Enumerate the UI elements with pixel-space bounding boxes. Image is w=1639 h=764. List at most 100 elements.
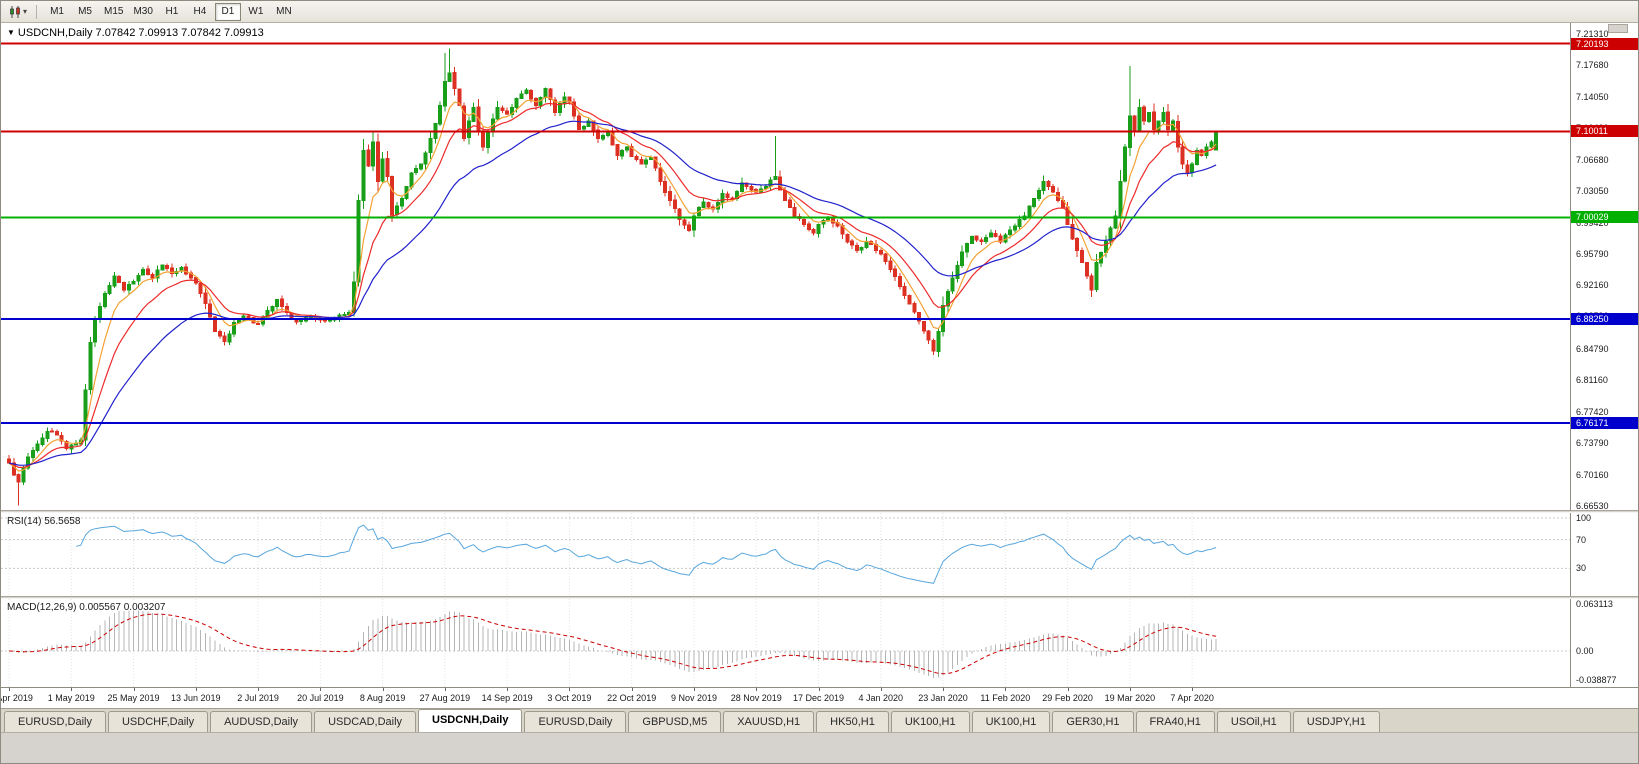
time-axis-label: 22 Oct 2019 xyxy=(607,693,657,703)
time-axis-tickmark xyxy=(444,688,446,691)
chart-type-button[interactable]: ▾ xyxy=(5,3,30,21)
time-axis-tickmark xyxy=(507,688,509,691)
price-line-label: 7.20193 xyxy=(1571,37,1638,50)
rsi-indicator-label: RSI(14) 56.5658 xyxy=(7,516,81,527)
ma-line-30 xyxy=(8,120,1217,466)
price-axis-tick: 7.17680 xyxy=(1576,60,1609,71)
chart-tab-10-uk100[interactable]: UK100,H1 xyxy=(971,711,1051,732)
time-axis-tickmark xyxy=(818,688,820,691)
timeframe-button-w1[interactable]: W1 xyxy=(248,5,264,17)
time-axis-tickmark xyxy=(943,688,945,691)
time-axis-tickmark xyxy=(569,688,571,691)
chart-tab-3-usdcad[interactable]: USDCAD,Daily xyxy=(314,711,417,732)
candlestick-chart-icon xyxy=(10,5,20,18)
chart-tab-5-eurusd[interactable]: EURUSD,Daily xyxy=(524,711,627,732)
chart-title: ▼ USDCNH,Daily 7.07842 7.09913 7.07842 7.… xyxy=(7,27,264,39)
timeframe-button-d1[interactable]: D1 xyxy=(214,2,241,21)
time-axis-tickmark xyxy=(1067,688,1069,691)
ohlc-values: 7.07842 7.09913 7.07842 7.09913 xyxy=(95,27,264,39)
timeframe-button-h1[interactable]: H1 xyxy=(165,5,179,17)
time-axis-tickmark xyxy=(631,688,633,691)
timeframe-button-m30[interactable]: M30 xyxy=(133,5,153,17)
time-axis-label: 27 Aug 2019 xyxy=(419,693,471,703)
timeframe-button-m5[interactable]: M5 xyxy=(78,5,92,17)
ma-line-13 xyxy=(8,102,1217,468)
price-axis-tick: 6.70160 xyxy=(1576,469,1609,480)
time-axis-label: 28 Nov 2019 xyxy=(730,693,782,703)
time-axis-tickmark xyxy=(133,688,135,691)
macd-indicator-label: MACD(12,26,9) 0.005567 0.003207 xyxy=(7,602,166,613)
chart-tab-6-gbpusd[interactable]: GBPUSD,M5 xyxy=(628,711,722,732)
time-axis-label: 20 Jul 2019 xyxy=(297,693,344,703)
rsi-axis-tick: 100 xyxy=(1576,513,1592,523)
time-axis-tickmark xyxy=(1192,688,1194,691)
price-axis-tick: 7.03050 xyxy=(1576,186,1609,197)
price-axis-tick: 6.66530 xyxy=(1576,501,1609,511)
main-chart-pane[interactable] xyxy=(1,23,1639,511)
time-axis-tickmark xyxy=(71,688,73,691)
chart-tab-13-usoil[interactable]: USOil,H1 xyxy=(1216,711,1291,732)
window-chrome xyxy=(1,732,1638,763)
time-axis-tickmark xyxy=(1005,688,1007,691)
price-axis-tick: 6.92160 xyxy=(1576,280,1609,291)
ma-line-6 xyxy=(8,96,1217,472)
dropdown-caret-icon: ▾ xyxy=(23,7,28,16)
chart-tab-7-xauusd[interactable]: XAUUSD,H1 xyxy=(723,711,815,732)
time-axis-label: 19 Mar 2020 xyxy=(1104,693,1156,703)
rsi-pane[interactable] xyxy=(1,513,1639,597)
price-axis-tick: 6.77420 xyxy=(1576,407,1609,418)
rsi-line xyxy=(75,524,1217,584)
price-axis-tick: 7.06680 xyxy=(1576,155,1609,166)
price-axis-tick: 7.21310 xyxy=(1576,29,1609,39)
macd-axis-tick: -0.038877 xyxy=(1576,675,1617,685)
price-line-label: 7.00029 xyxy=(1571,211,1638,224)
pane-separator[interactable] xyxy=(1,596,1638,599)
toolbar-separator xyxy=(36,4,38,19)
timeframe-button-mn[interactable]: MN xyxy=(276,5,292,17)
time-axis-tickmark xyxy=(756,688,758,691)
chart-tab-2-audusd[interactable]: AUDUSD,Daily xyxy=(210,711,313,732)
price-line-label: 7.10011 xyxy=(1571,125,1638,138)
time-axis-tickmark xyxy=(320,688,322,691)
rsi-axis-tick: 30 xyxy=(1576,563,1587,574)
time-axis-label: 8 Aug 2019 xyxy=(359,693,406,703)
time-axis-tickmark xyxy=(1129,688,1131,691)
time-axis-label: 14 Sep 2019 xyxy=(481,693,533,703)
toolbar: ▾ M1 M5 M15 M30 H1 H4 D1 W1 MN xyxy=(1,1,1638,23)
time-axis-label: 11 Apr 2019 xyxy=(1,693,33,703)
chart-tab-12-fra40[interactable]: FRA40,H1 xyxy=(1135,711,1215,732)
time-axis[interactable]: 11 Apr 2019 1 May 2019 25 May 2019 13 Jun 2… xyxy=(1,687,1638,708)
time-axis-tickmark xyxy=(258,688,260,691)
chart-tab-0-eurusd[interactable]: EURUSD,Daily xyxy=(4,711,106,732)
timeframe-button-m1[interactable]: M1 xyxy=(50,5,64,17)
time-axis-tickmark xyxy=(693,688,695,691)
symbol-dropdown-icon[interactable]: ▼ xyxy=(7,28,15,37)
chart-tabs-bar: EURUSD,Daily USDCHF,Daily AUDUSD,Daily USDC… xyxy=(1,708,1638,732)
time-axis-label: 7 Apr 2020 xyxy=(1170,693,1214,703)
chart-tab-1-usdchf[interactable]: USDCHF,Daily xyxy=(107,711,209,732)
rsi-grid xyxy=(8,513,1193,597)
price-axis-tick: 6.81160 xyxy=(1576,374,1608,385)
pane-separator[interactable] xyxy=(1,510,1638,513)
chart-tab-9-uk100[interactable]: UK100,H1 xyxy=(890,711,970,732)
time-axis-label: 29 Feb 2020 xyxy=(1042,693,1093,703)
time-axis-tickmark xyxy=(9,688,10,691)
chart-tab-4-usdcnh[interactable]: USDCNH,Daily xyxy=(418,709,523,732)
time-axis-label: 3 Oct 2019 xyxy=(547,693,592,703)
timeframe-button-m15[interactable]: M15 xyxy=(104,5,124,17)
macd-pane[interactable] xyxy=(1,599,1639,687)
price-line-label: 6.76171 xyxy=(1571,416,1638,429)
macd-axis-tick: 0.00 xyxy=(1576,646,1594,657)
price-axis[interactable]: 7.213107.176807.140507.104207.066807.030… xyxy=(1570,23,1638,687)
time-axis-label: 2 Jul 2019 xyxy=(237,693,279,703)
candlestick-series xyxy=(7,48,1219,506)
timeframe-button-h4[interactable]: H4 xyxy=(193,5,207,17)
time-axis-label: 17 Dec 2019 xyxy=(792,693,845,703)
chart-tab-11-ger30[interactable]: GER30,H1 xyxy=(1052,711,1134,732)
chart-tab-8-hk50[interactable]: HK50,H1 xyxy=(816,711,889,732)
macd-signal-line xyxy=(8,613,1217,675)
macd-axis-tick: 0.063113 xyxy=(1576,599,1613,609)
symbol-label: USDCNH,Daily xyxy=(17,27,93,39)
chart-tab-14-usdjpy[interactable]: USDJPY,H1 xyxy=(1292,711,1380,732)
